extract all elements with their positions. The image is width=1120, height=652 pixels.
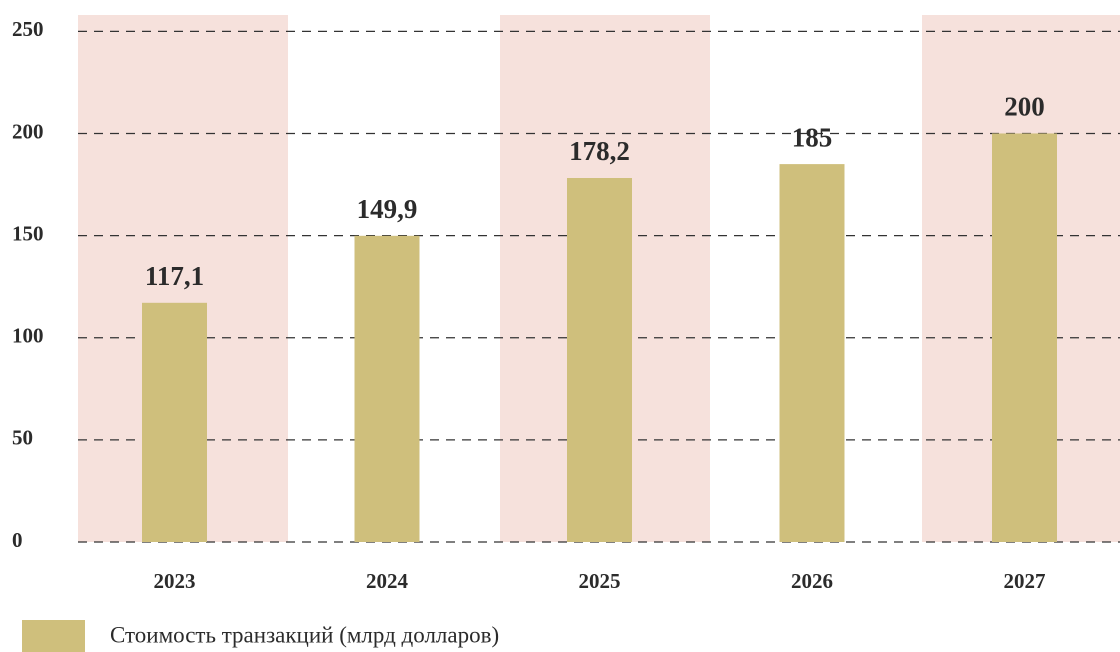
value-label: 178,2	[569, 136, 630, 166]
bar	[354, 235, 420, 543]
bar	[779, 164, 845, 542]
value-label: 149,9	[357, 194, 418, 224]
bar	[142, 302, 207, 542]
bar	[992, 133, 1057, 542]
x-tick-label: 2025	[579, 569, 621, 593]
y-tick-label: 50	[12, 426, 33, 450]
legend-label: Стоимость транзакций (млрд долларов)	[110, 622, 499, 647]
y-tick-label: 100	[12, 324, 44, 348]
bar	[567, 178, 632, 542]
x-tick-label: 2023	[154, 569, 196, 593]
legend-swatch	[22, 620, 85, 652]
x-tick-label: 2024	[366, 569, 409, 593]
y-tick-label: 150	[12, 221, 44, 245]
x-tick-label: 2027	[1004, 569, 1046, 593]
value-label: 185	[792, 122, 833, 152]
y-tick-label: 0	[12, 528, 23, 552]
y-tick-label: 250	[12, 17, 44, 41]
y-tick-label: 200	[12, 119, 44, 143]
x-tick-label: 2026	[791, 569, 833, 593]
value-label: 117,1	[145, 261, 204, 291]
value-label: 200	[1004, 92, 1045, 122]
